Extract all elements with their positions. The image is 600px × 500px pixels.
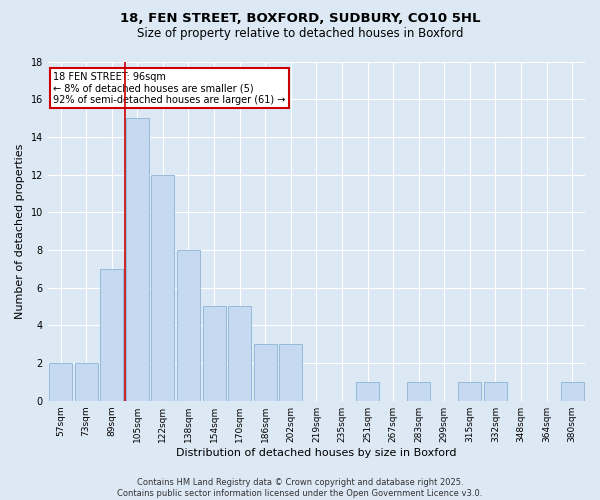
Bar bbox=[126, 118, 149, 401]
X-axis label: Distribution of detached houses by size in Boxford: Distribution of detached houses by size … bbox=[176, 448, 457, 458]
Bar bbox=[356, 382, 379, 400]
Bar bbox=[49, 363, 72, 401]
Bar bbox=[458, 382, 481, 400]
Bar bbox=[228, 306, 251, 400]
Bar bbox=[280, 344, 302, 401]
Bar bbox=[560, 382, 584, 400]
Bar bbox=[254, 344, 277, 401]
Bar bbox=[151, 174, 175, 400]
Y-axis label: Number of detached properties: Number of detached properties bbox=[15, 144, 25, 319]
Text: Contains HM Land Registry data © Crown copyright and database right 2025.
Contai: Contains HM Land Registry data © Crown c… bbox=[118, 478, 482, 498]
Bar bbox=[177, 250, 200, 400]
Bar bbox=[100, 269, 123, 400]
Bar bbox=[74, 363, 98, 401]
Bar bbox=[203, 306, 226, 400]
Bar bbox=[407, 382, 430, 400]
Text: Size of property relative to detached houses in Boxford: Size of property relative to detached ho… bbox=[137, 28, 463, 40]
Bar bbox=[484, 382, 507, 400]
Text: 18 FEN STREET: 96sqm
← 8% of detached houses are smaller (5)
92% of semi-detache: 18 FEN STREET: 96sqm ← 8% of detached ho… bbox=[53, 72, 286, 105]
Text: 18, FEN STREET, BOXFORD, SUDBURY, CO10 5HL: 18, FEN STREET, BOXFORD, SUDBURY, CO10 5… bbox=[120, 12, 480, 24]
